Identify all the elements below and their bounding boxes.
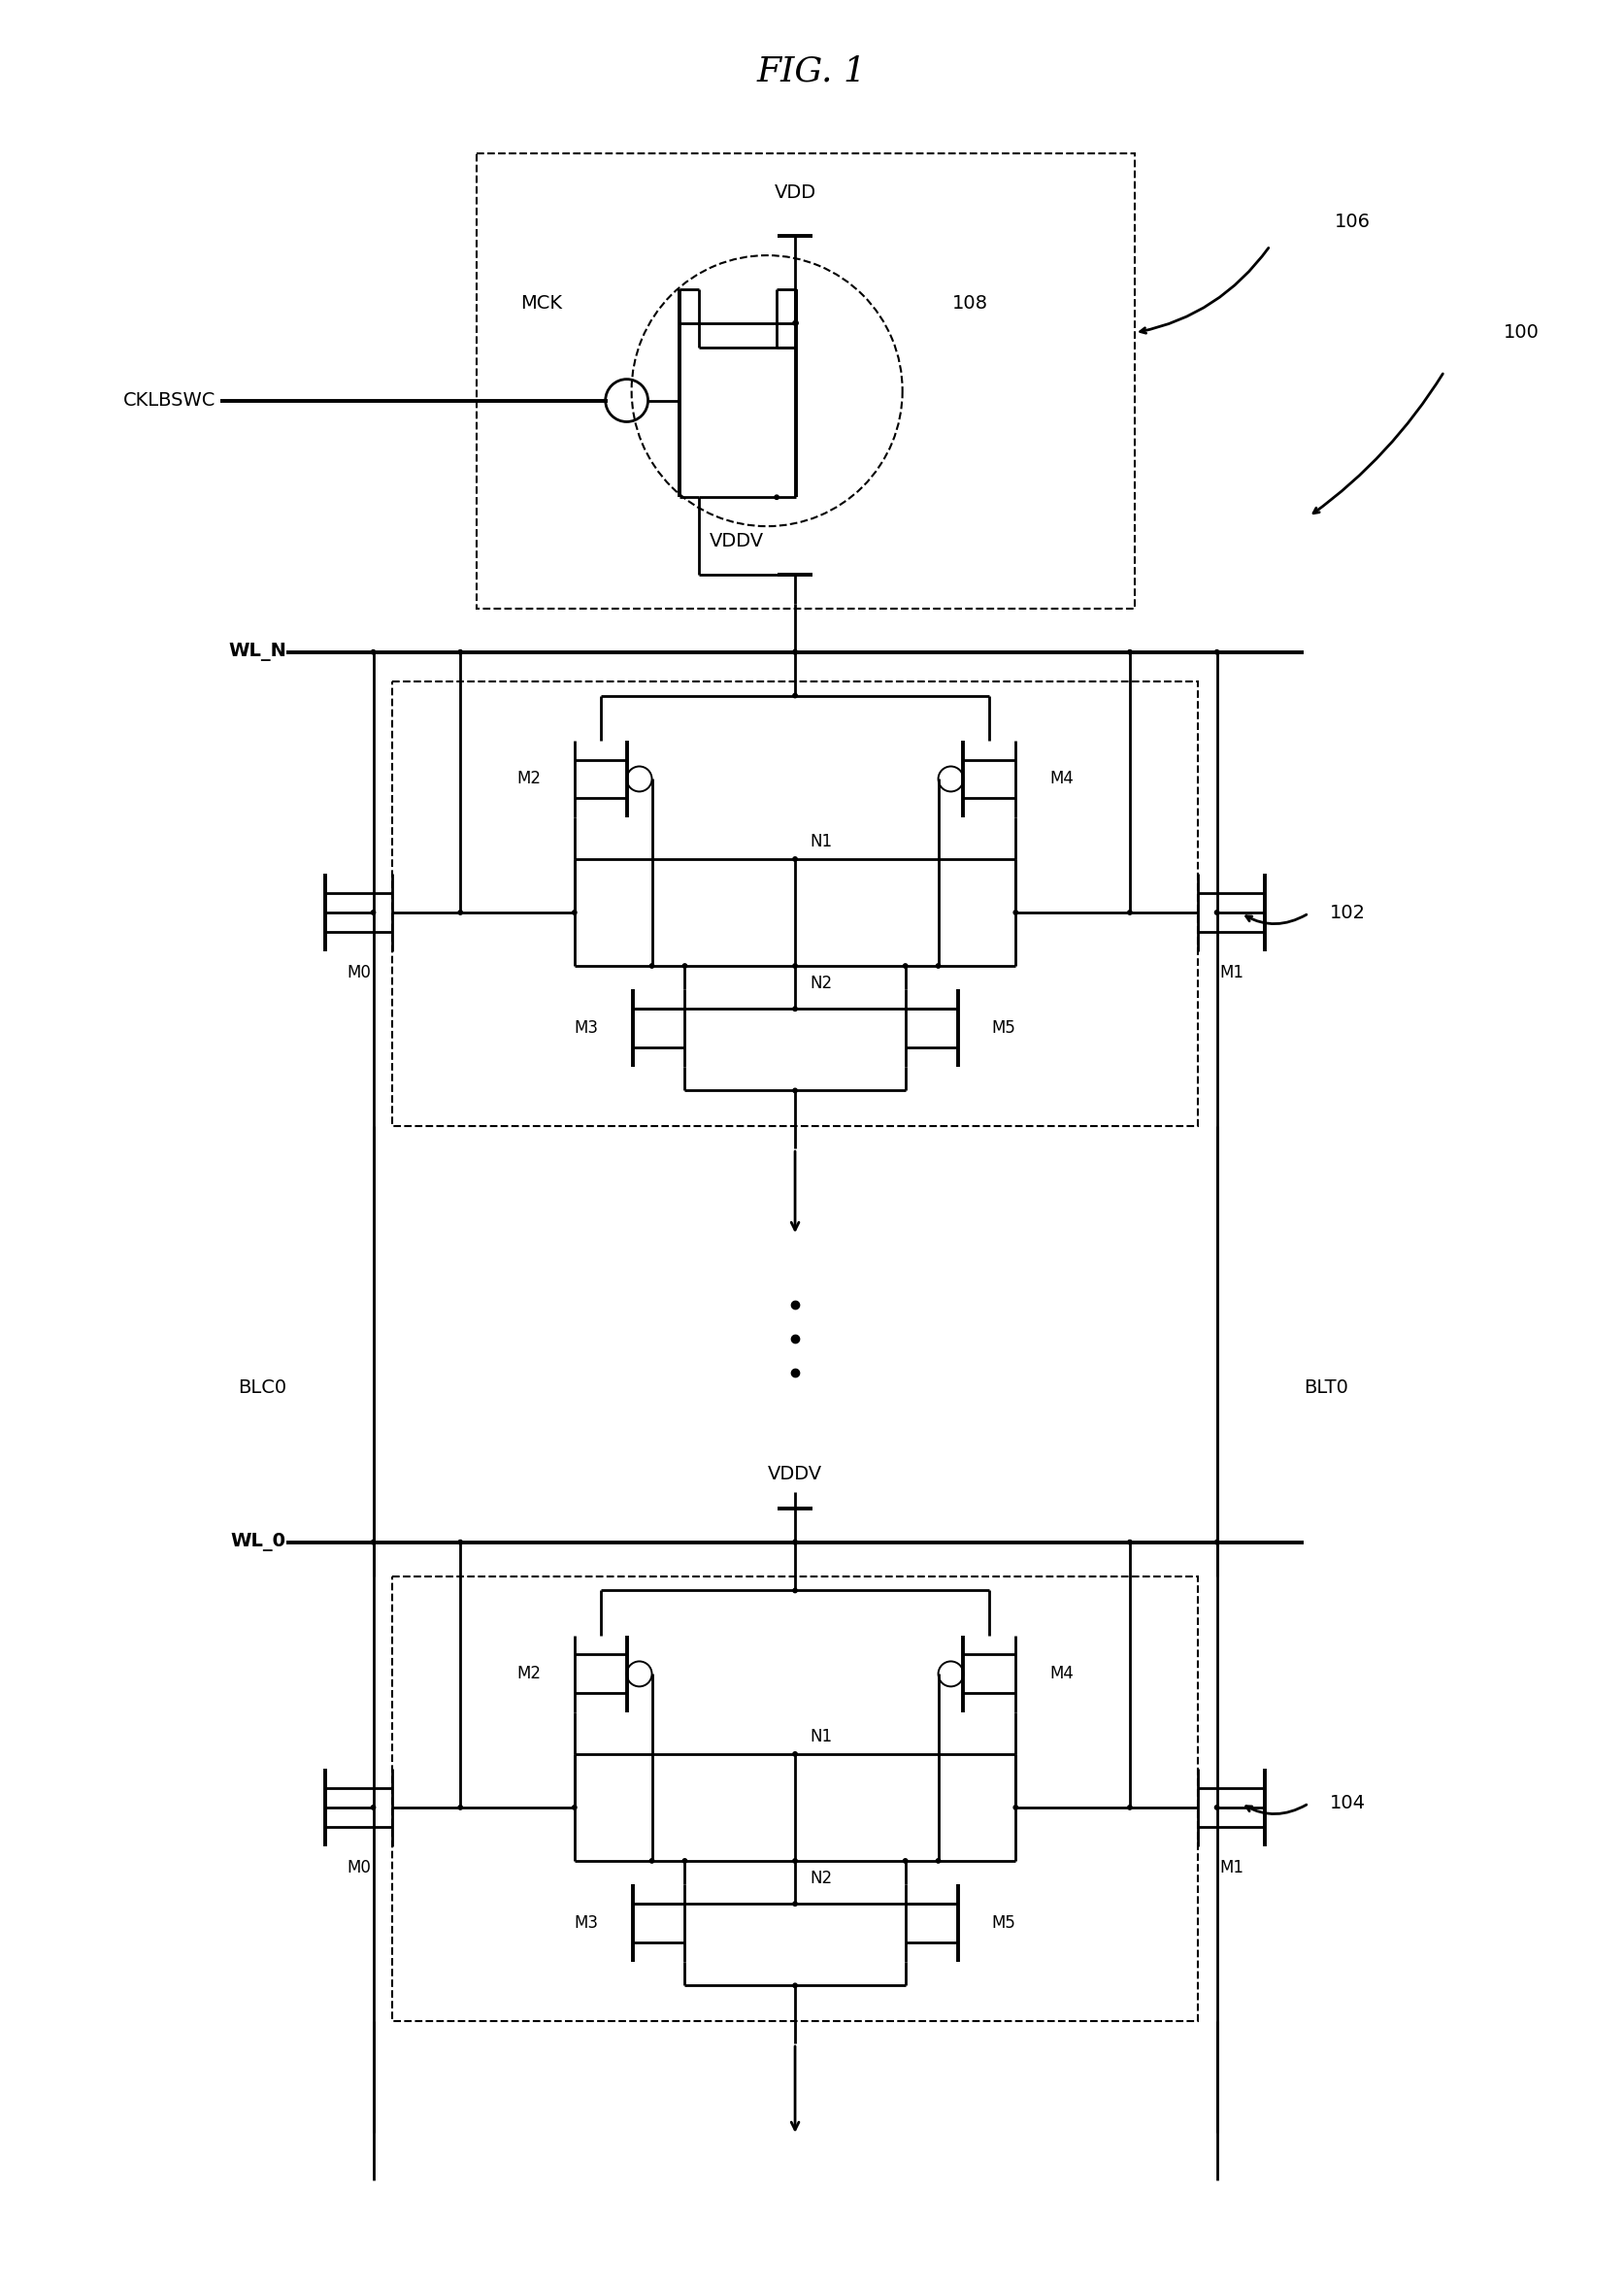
Circle shape	[793, 1902, 797, 1907]
Circle shape	[793, 650, 797, 655]
Circle shape	[793, 1007, 797, 1012]
Circle shape	[372, 1806, 375, 1811]
Text: 106: 106	[1335, 213, 1371, 231]
Circle shape	[572, 911, 577, 916]
Circle shape	[793, 650, 797, 655]
Text: M2: M2	[516, 1664, 541, 1682]
Text: M2: M2	[516, 769, 541, 787]
Text: M1: M1	[1220, 1859, 1244, 1877]
Circle shape	[572, 1806, 577, 1811]
Circle shape	[458, 650, 463, 655]
Text: WL_0: WL_0	[231, 1534, 286, 1552]
Circle shape	[793, 964, 797, 968]
Circle shape	[793, 1751, 797, 1756]
Bar	[393, 1577, 1197, 2021]
Text: VDDV: VDDV	[710, 531, 765, 549]
Text: M1: M1	[1220, 964, 1244, 982]
Circle shape	[1013, 1806, 1018, 1811]
Text: VDDV: VDDV	[768, 1465, 822, 1483]
Text: M4: M4	[1049, 1664, 1073, 1682]
Bar	[393, 682, 1197, 1126]
Text: N2: N2	[810, 975, 831, 991]
Circle shape	[903, 964, 908, 968]
Text: FIG. 1: FIG. 1	[757, 55, 867, 87]
Text: BLC0: BLC0	[237, 1378, 286, 1396]
Circle shape	[372, 911, 375, 916]
Circle shape	[372, 650, 375, 655]
Text: M5: M5	[992, 1914, 1015, 1932]
Text: N1: N1	[810, 833, 831, 852]
Text: MCK: MCK	[520, 295, 562, 314]
Circle shape	[458, 1806, 463, 1811]
Circle shape	[794, 320, 797, 325]
Circle shape	[1215, 1806, 1220, 1811]
Circle shape	[682, 964, 687, 968]
Circle shape	[1215, 911, 1220, 916]
Circle shape	[793, 694, 797, 698]
Text: WL_N: WL_N	[227, 643, 286, 662]
Circle shape	[935, 964, 940, 968]
Circle shape	[935, 1859, 940, 1863]
Circle shape	[793, 1589, 797, 1593]
Text: M5: M5	[992, 1019, 1015, 1037]
Text: M0: M0	[346, 964, 370, 982]
Circle shape	[458, 911, 463, 916]
Circle shape	[1127, 1540, 1132, 1545]
Circle shape	[458, 1540, 463, 1545]
Text: BLT0: BLT0	[1304, 1378, 1348, 1396]
Text: 100: 100	[1504, 323, 1540, 341]
Circle shape	[793, 320, 797, 325]
Circle shape	[1215, 1540, 1220, 1545]
Circle shape	[793, 1087, 797, 1092]
Text: M4: M4	[1049, 769, 1073, 787]
Circle shape	[793, 856, 797, 861]
Text: 102: 102	[1330, 904, 1366, 922]
Circle shape	[775, 494, 780, 499]
Circle shape	[793, 1540, 797, 1545]
Circle shape	[1215, 650, 1220, 655]
Circle shape	[793, 1859, 797, 1863]
Circle shape	[650, 1859, 654, 1863]
Circle shape	[903, 1859, 908, 1863]
Text: M3: M3	[575, 1914, 599, 1932]
Text: N2: N2	[810, 1870, 831, 1886]
Text: N1: N1	[810, 1728, 831, 1744]
Circle shape	[1127, 911, 1132, 916]
Text: 108: 108	[952, 295, 987, 314]
Text: 104: 104	[1330, 1795, 1366, 1813]
Circle shape	[793, 1540, 797, 1545]
Bar	[477, 153, 1135, 609]
Circle shape	[650, 964, 654, 968]
Circle shape	[1127, 650, 1132, 655]
Circle shape	[682, 1859, 687, 1863]
Circle shape	[372, 1540, 375, 1545]
Text: CKLBSWC: CKLBSWC	[123, 391, 216, 410]
Circle shape	[1013, 911, 1018, 916]
Circle shape	[793, 1982, 797, 1987]
Circle shape	[1127, 1806, 1132, 1811]
Text: M0: M0	[346, 1859, 370, 1877]
Text: VDD: VDD	[775, 183, 815, 201]
Text: M3: M3	[575, 1019, 599, 1037]
